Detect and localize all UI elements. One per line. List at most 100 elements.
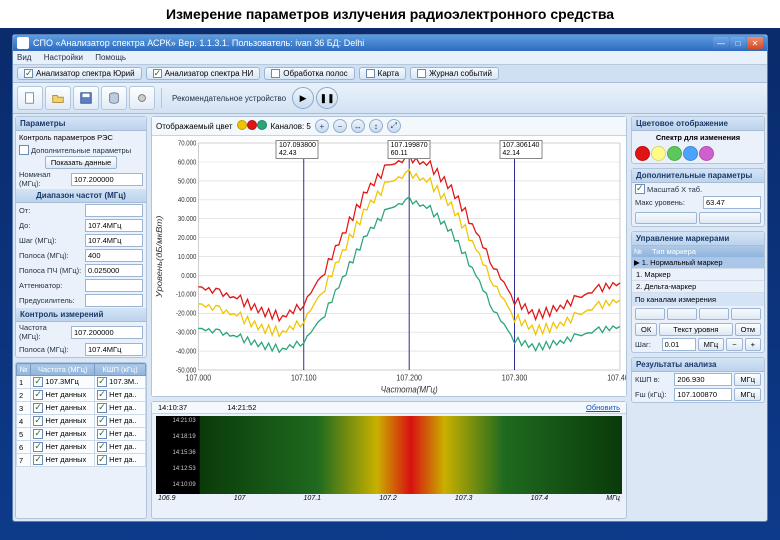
- reset-zoom-button[interactable]: ⤢: [387, 119, 401, 133]
- new-button[interactable]: [17, 86, 43, 110]
- maximize-button[interactable]: □: [730, 37, 746, 49]
- checkbox-extra[interactable]: [19, 145, 29, 155]
- row-check-icon[interactable]: [33, 377, 43, 387]
- color-swatch[interactable]: [699, 146, 714, 161]
- table-row[interactable]: 5 Нет данных Нет да..: [17, 428, 146, 441]
- pill[interactable]: [635, 308, 665, 320]
- unit-step[interactable]: МГц: [698, 338, 725, 351]
- res-val[interactable]: [674, 373, 732, 386]
- table-row[interactable]: 7 Нет данных Нет да..: [17, 454, 146, 467]
- btn-textlvl[interactable]: Текст уровня: [659, 323, 732, 336]
- row-check-icon[interactable]: [97, 455, 107, 465]
- pill[interactable]: [699, 308, 729, 320]
- input-band[interactable]: [85, 249, 143, 262]
- label-rbw: Полоса ПЧ (МГц):: [19, 266, 83, 275]
- pill[interactable]: [667, 308, 697, 320]
- tab-analyzer-1[interactable]: Анализатор спектра Юрий: [17, 67, 142, 80]
- input-step[interactable]: [85, 234, 143, 247]
- input-nominal[interactable]: [71, 173, 143, 186]
- color-swatch[interactable]: [667, 146, 682, 161]
- input-devF[interactable]: [71, 326, 143, 339]
- input-att[interactable]: [85, 279, 143, 292]
- zoom-x-button[interactable]: ↔: [351, 119, 365, 133]
- row-check-icon[interactable]: [33, 390, 43, 400]
- table-row[interactable]: 1 107.3МГц 107.3М..: [17, 376, 146, 389]
- color-legend: [632, 144, 764, 163]
- color-swatch[interactable]: [683, 146, 698, 161]
- pill-1[interactable]: [635, 212, 697, 224]
- table-row[interactable]: 2 Нет данных Нет да..: [17, 389, 146, 402]
- spectrogram[interactable]: 14:21:0314:18:1914:15:3614:12:5314:10:09: [156, 416, 622, 494]
- row-check-icon[interactable]: [97, 429, 107, 439]
- row-check-icon[interactable]: [33, 429, 43, 439]
- minimize-button[interactable]: —: [713, 37, 729, 49]
- tab-events[interactable]: Журнал событий: [410, 67, 499, 80]
- spectrum-chart[interactable]: -50.000-40.000-30.000-20.000-10.0000.000…: [152, 136, 626, 396]
- db-button[interactable]: [101, 86, 127, 110]
- th-k: КШП (кГц): [95, 364, 146, 376]
- chart-toolbar: Отображаемый цвет Каналов: 5 + − ↔ ↕ ⤢: [152, 117, 626, 136]
- marker-item[interactable]: ▶1. Нормальный маркер: [632, 257, 764, 269]
- input-maxlvl[interactable]: [703, 196, 761, 209]
- marker-item[interactable]: 1. Маркер: [632, 269, 764, 281]
- step-down[interactable]: −: [726, 338, 742, 351]
- left-hdr-params: Параметры: [16, 117, 146, 131]
- checkbox-scale-x-label: Масштаб X таб.: [647, 185, 761, 194]
- zoom-out-button[interactable]: −: [333, 119, 347, 133]
- row-check-icon[interactable]: [33, 455, 43, 465]
- menu-view[interactable]: Вид: [17, 53, 31, 62]
- input-rbw[interactable]: [85, 264, 143, 277]
- res2-val[interactable]: [674, 388, 732, 401]
- input-amp[interactable]: [85, 294, 143, 307]
- tab-analyzer-2[interactable]: Анализатор спектра НИ: [146, 67, 261, 80]
- tab-check-icon: [366, 69, 375, 78]
- input-devB[interactable]: [85, 343, 143, 356]
- btn-cancel[interactable]: Отм: [735, 323, 761, 336]
- zoom-in-button[interactable]: +: [315, 119, 329, 133]
- label-from: От:: [19, 206, 83, 215]
- zoom-y-button[interactable]: ↕: [369, 119, 383, 133]
- row-check-icon[interactable]: [33, 416, 43, 426]
- svg-text:-40.000: -40.000: [176, 348, 197, 356]
- checkbox-scale-x[interactable]: [635, 184, 645, 194]
- chart-channels-label: Каналов: 5: [271, 122, 311, 131]
- close-button[interactable]: ✕: [747, 37, 763, 49]
- row-check-icon[interactable]: [33, 403, 43, 413]
- btn-ok[interactable]: ОК: [635, 323, 657, 336]
- color-swatch[interactable]: [651, 146, 666, 161]
- input-from[interactable]: [85, 204, 143, 217]
- table-row[interactable]: 4 Нет данных Нет да..: [17, 415, 146, 428]
- tabbar: Анализатор спектра Юрий Анализатор спект…: [13, 65, 767, 83]
- settings-button[interactable]: [129, 86, 155, 110]
- save-button[interactable]: [73, 86, 99, 110]
- pause-button[interactable]: ❚❚: [316, 87, 338, 109]
- row-check-icon[interactable]: [97, 416, 107, 426]
- table-row[interactable]: 6 Нет данных Нет да..: [17, 441, 146, 454]
- tab-processing[interactable]: Обработка полос: [264, 67, 354, 80]
- spec-t1: 14:10:37: [158, 403, 187, 412]
- table-row[interactable]: 3 Нет данных Нет да..: [17, 402, 146, 415]
- svg-text:Частота(МГц): Частота(МГц): [381, 384, 438, 395]
- chart-legend-label: Отображаемый цвет: [156, 122, 233, 131]
- spec-refresh-link[interactable]: Обновить: [586, 403, 620, 412]
- step-up[interactable]: +: [745, 338, 761, 351]
- color-swatch[interactable]: [635, 146, 650, 161]
- input-to[interactable]: [85, 219, 143, 232]
- play-button[interactable]: ▶: [292, 87, 314, 109]
- row-check-icon[interactable]: [97, 442, 107, 452]
- row-check-icon[interactable]: [97, 390, 107, 400]
- menu-settings[interactable]: Настройки: [44, 53, 83, 62]
- legend-dot-icon: [257, 120, 267, 130]
- input-step-r[interactable]: [662, 338, 696, 351]
- label-nominal: Номинал (МГц):: [19, 170, 69, 188]
- row-check-icon[interactable]: [97, 403, 107, 413]
- tab-map[interactable]: Карта: [359, 67, 406, 80]
- marker-item[interactable]: 2. Дельта-маркер: [632, 281, 764, 293]
- open-button[interactable]: [45, 86, 71, 110]
- show-data-button[interactable]: Показать данные: [45, 156, 117, 169]
- menu-help[interactable]: Помощь: [95, 53, 126, 62]
- pill[interactable]: [731, 308, 761, 320]
- row-check-icon[interactable]: [97, 377, 107, 387]
- row-check-icon[interactable]: [33, 442, 43, 452]
- pill-2[interactable]: [699, 212, 761, 224]
